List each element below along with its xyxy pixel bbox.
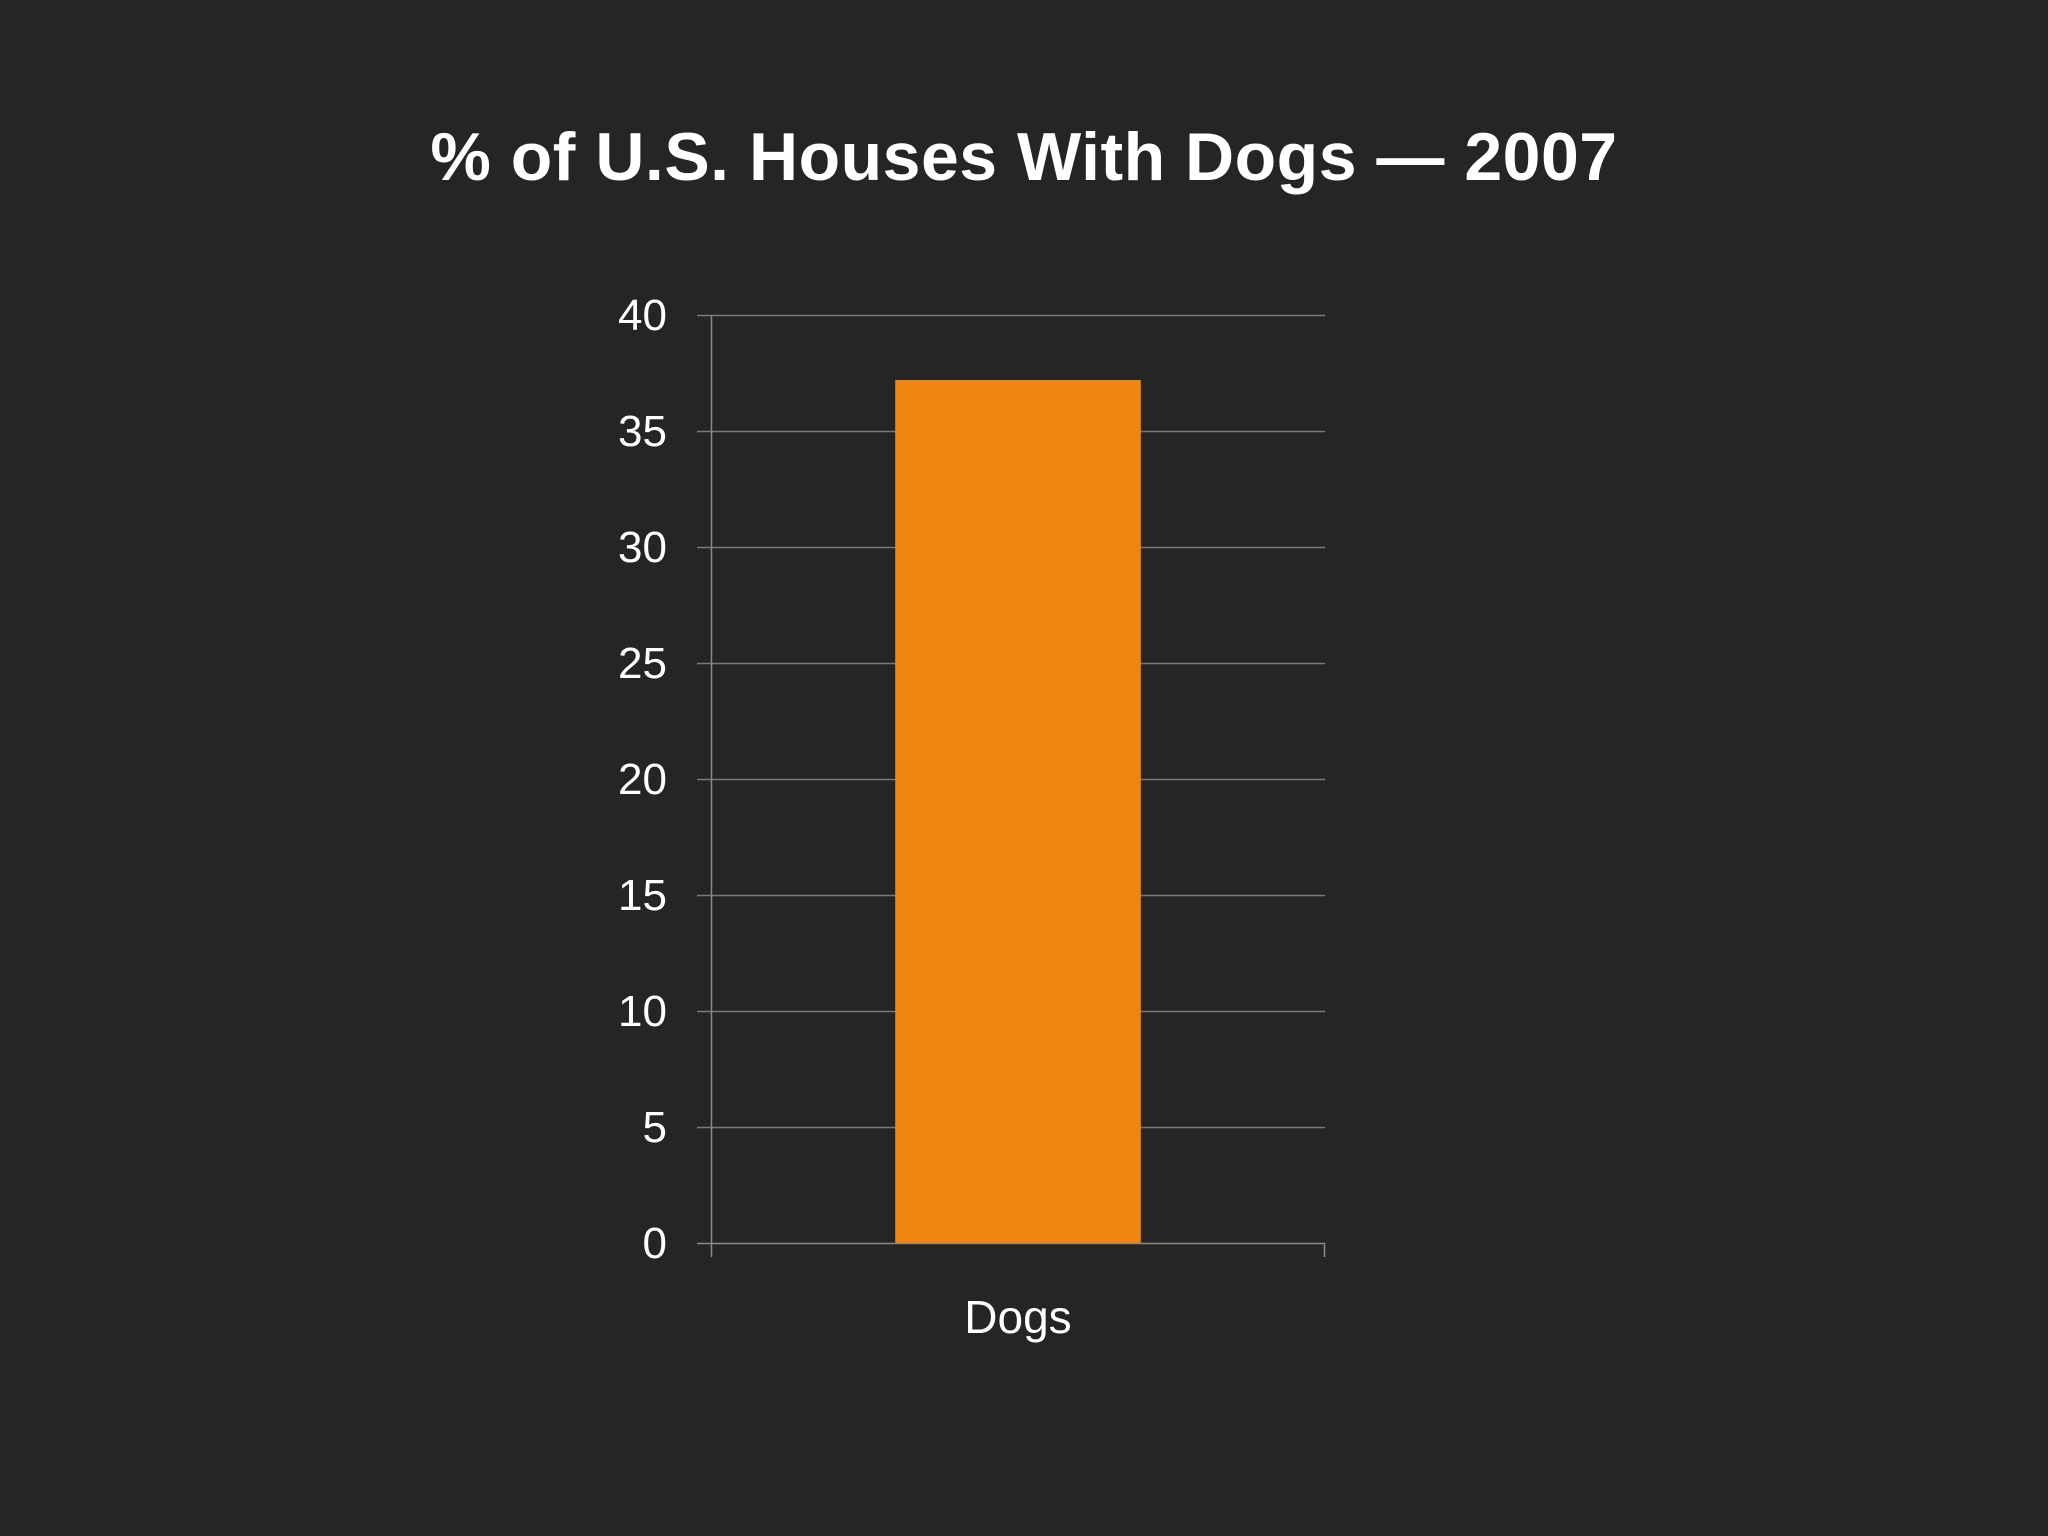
y-tick-label-35: 35 (618, 407, 667, 456)
y-tick-label-5: 5 (643, 1103, 667, 1152)
y-tick-label-15: 15 (618, 871, 667, 920)
y-tick-label-0: 0 (643, 1219, 667, 1268)
y-tick-label-40: 40 (618, 291, 667, 340)
y-tick-labels: 0 5 10 15 20 25 30 35 40 (618, 291, 667, 1268)
bar-dogs (895, 379, 1141, 1244)
y-tick-label-30: 30 (618, 523, 667, 572)
x-category-label: Dogs (964, 1291, 1071, 1343)
x-category-labels: Dogs (964, 1291, 1071, 1343)
bars (895, 379, 1141, 1244)
y-tick-label-10: 10 (618, 987, 667, 1036)
y-tick-label-25: 25 (618, 639, 667, 688)
y-tick-label-20: 20 (618, 755, 667, 804)
axes (697, 315, 1326, 1257)
chart-title: % of U.S. Houses With Dogs — 2007 (430, 119, 1618, 195)
